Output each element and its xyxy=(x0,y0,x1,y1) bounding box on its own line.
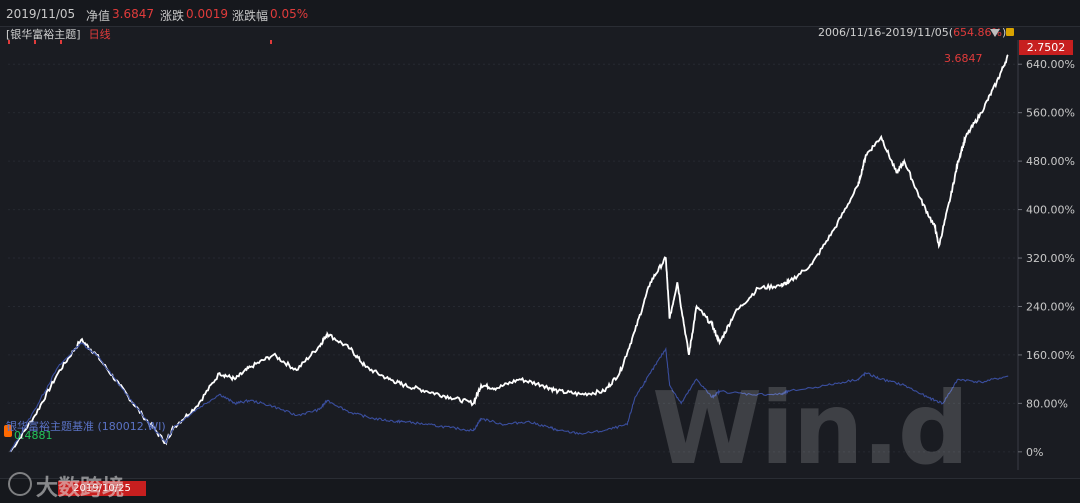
y-tick-label: 320.00% xyxy=(1026,252,1075,265)
fund-series-line xyxy=(9,54,1009,453)
lock-icon[interactable] xyxy=(1006,28,1014,36)
range-close: ) xyxy=(1002,26,1007,39)
event-marker[interactable] xyxy=(60,40,62,44)
y-tick-label: 480.00% xyxy=(1026,155,1075,168)
range-pct: 654.86% xyxy=(953,26,1003,39)
start-value-label: 0.4881 xyxy=(14,429,53,442)
benchmark-legend: 银华富裕主题基准 (180012.WI) xyxy=(6,420,166,433)
event-marker[interactable] xyxy=(270,40,272,44)
header-bar: 2019/11/05 净值 3.6847 涨跌 0.0019 涨跌幅 0.05% xyxy=(0,0,1080,27)
fund-name: [银华富裕主题] xyxy=(6,28,81,41)
selected-date-box: 2019/10/25 xyxy=(58,481,146,496)
y-tick-label: 400.00% xyxy=(1026,204,1075,217)
y-tick-label: 640.00% xyxy=(1026,58,1075,71)
date-range: 2006/11/16-2019/11/05(654.86%) xyxy=(818,26,1006,39)
event-marker[interactable] xyxy=(8,40,10,44)
nav-value: 3.6847 xyxy=(112,7,154,21)
brand-text: 大数跨境 xyxy=(36,476,125,501)
y-tick-label: 560.00% xyxy=(1026,107,1075,120)
range-text: 2006/11/16-2019/11/05( xyxy=(818,26,954,39)
y-tick-label: 240.00% xyxy=(1026,300,1075,313)
fund-name-label[interactable]: [银华富裕主题] 日线 xyxy=(6,26,111,42)
change-label: 涨跌 xyxy=(160,9,185,23)
y-tick-label: 0% xyxy=(1026,446,1043,459)
last-value-label: 3.6847 xyxy=(944,52,983,65)
change-pct-label: 涨跌幅 xyxy=(232,9,269,23)
current-price-box: 2.7502 xyxy=(1019,40,1073,55)
event-marker[interactable] xyxy=(34,40,36,44)
brand-logo-icon xyxy=(8,472,32,496)
change-pct-value: 0.05% xyxy=(270,7,309,21)
x-axis-bar xyxy=(0,478,1080,503)
dropdown-triangle-icon[interactable] xyxy=(990,29,1000,37)
period-label[interactable]: 日线 xyxy=(88,28,111,41)
benchmark-series-line xyxy=(9,341,1009,453)
nav-label: 净值 xyxy=(86,9,111,23)
y-tick-label: 160.00% xyxy=(1026,349,1075,362)
y-tick-label: 80.00% xyxy=(1026,397,1068,410)
start-marker-icon xyxy=(4,425,12,437)
watermark-text: Win.d xyxy=(652,370,969,487)
change-value: 0.0019 xyxy=(186,7,228,21)
header-date: 2019/11/05 xyxy=(6,7,76,21)
